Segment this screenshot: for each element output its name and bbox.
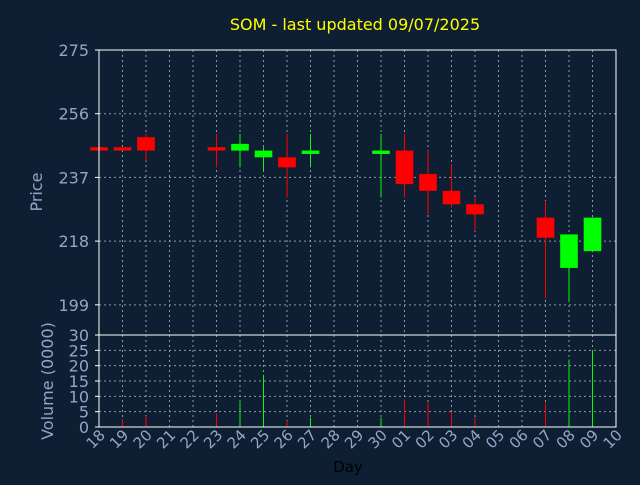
candle-body — [466, 204, 484, 215]
price-tick-label: 199 — [58, 296, 89, 315]
candle-body — [207, 147, 226, 151]
candle-body — [442, 190, 461, 205]
candle-body — [372, 150, 390, 154]
candle-body — [278, 157, 296, 168]
candle-body — [536, 217, 555, 238]
x-axis-label: Day — [333, 458, 363, 476]
price-axis: 199 218 237 256 275 — [58, 41, 617, 336]
volume-tick-label: 20 — [69, 357, 89, 376]
volume-axis-label: Volume (0000) — [38, 322, 57, 440]
price-tick-label: 218 — [58, 232, 89, 251]
candle-body — [583, 217, 602, 252]
candle-body — [560, 234, 578, 268]
volume-tick-label: 10 — [69, 387, 89, 406]
volume-tick-label: 5 — [79, 403, 89, 422]
candles — [90, 133, 602, 302]
candle-body — [113, 147, 132, 151]
candle-body — [254, 150, 273, 158]
volume-tick-label: 15 — [69, 372, 89, 391]
candle-body — [231, 143, 249, 151]
candle-body — [137, 137, 155, 151]
price-axis-label: Price — [27, 172, 46, 211]
candle-body — [419, 174, 437, 191]
candle-body — [395, 150, 414, 185]
chart-title: SOM - last updated 09/07/2025 — [230, 15, 480, 34]
volume-panel-frame — [98, 334, 617, 428]
volume-tick-label: 25 — [69, 341, 89, 360]
price-tick-label: 256 — [58, 105, 89, 124]
volume-tick-label: 0 — [79, 418, 89, 437]
price-tick-label: 275 — [58, 41, 89, 60]
price-tick-label: 237 — [58, 168, 89, 187]
volume-tick-label: 30 — [69, 326, 89, 345]
candle-body — [301, 150, 320, 154]
x-axis: 1819202122232425262728293001020304050607… — [83, 426, 626, 452]
